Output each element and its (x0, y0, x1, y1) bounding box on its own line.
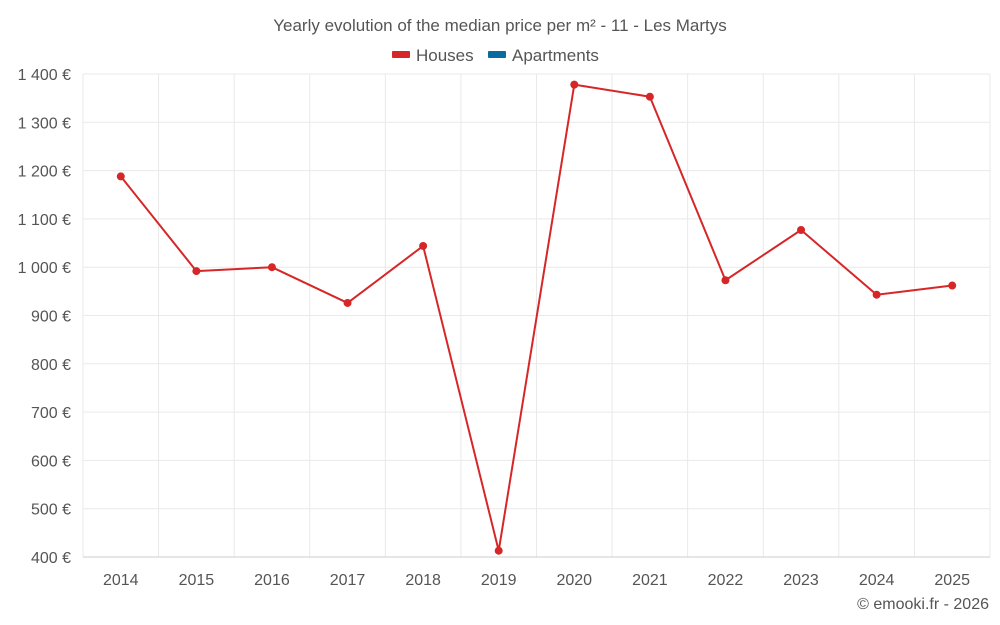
data-point[interactable] (721, 276, 730, 285)
data-point[interactable] (494, 546, 503, 555)
y-tick-label: 800 € (31, 357, 71, 374)
data-point[interactable] (116, 172, 125, 181)
data-point[interactable] (419, 241, 428, 250)
y-axis: 400 € 500 € 600 € 700 € 800 € 900 € 1 000 € 1 1… (18, 67, 71, 567)
x-tick-label: 2024 (859, 572, 895, 589)
x-tick-label: 2021 (632, 572, 668, 589)
data-point[interactable] (267, 263, 276, 272)
legend-label-apartments: Apartments (512, 46, 599, 65)
x-tick-label: 2020 (556, 572, 592, 589)
legend-label-houses: Houses (416, 46, 474, 65)
x-tick-label: 2014 (103, 572, 139, 589)
y-tick-label: 500 € (31, 502, 71, 519)
y-tick-label: 1 300 € (18, 115, 71, 132)
data-point[interactable] (645, 92, 654, 101)
y-tick-label: 1 000 € (18, 260, 71, 277)
x-tick-label: 2023 (783, 572, 819, 589)
data-point[interactable] (192, 267, 201, 276)
y-tick-label: 900 € (31, 309, 71, 326)
y-tick-label: 1 200 € (18, 164, 71, 181)
data-point[interactable] (570, 80, 579, 89)
data-point[interactable] (797, 226, 806, 235)
series-line-houses (120, 83, 953, 552)
legend-swatch-apartments (488, 51, 506, 58)
data-point[interactable] (343, 298, 352, 307)
x-tick-label: 2016 (254, 572, 290, 589)
legend-item-apartments[interactable]: Apartments (488, 46, 599, 65)
data-point[interactable] (948, 281, 957, 290)
x-tick-label: 2025 (934, 572, 970, 589)
chart-title: Yearly evolution of the median price per… (273, 16, 727, 35)
data-point[interactable] (872, 290, 881, 299)
x-tick-label: 2019 (481, 572, 517, 589)
x-tick-label: 2018 (405, 572, 441, 589)
legend: Houses Apartments (392, 46, 599, 65)
legend-item-houses[interactable]: Houses (392, 46, 474, 65)
gridlines (82, 73, 991, 557)
y-tick-label: 700 € (31, 405, 71, 422)
y-tick-label: 1 400 € (18, 67, 71, 84)
x-tick-label: 2022 (708, 572, 744, 589)
x-tick-label: 2015 (179, 572, 215, 589)
x-axis: 2014 2015 2016 2017 2018 2019 2020 2021 2022 2023… (83, 556, 990, 589)
y-tick-label: 400 € (31, 550, 71, 567)
x-tick-label: 2017 (330, 572, 366, 589)
y-tick-label: 1 100 € (18, 212, 71, 229)
series-houses (116, 80, 957, 555)
y-tick-label: 600 € (31, 453, 71, 470)
legend-swatch-houses (392, 51, 410, 58)
credit-text[interactable]: © emooki.fr - 2026 (857, 596, 989, 613)
